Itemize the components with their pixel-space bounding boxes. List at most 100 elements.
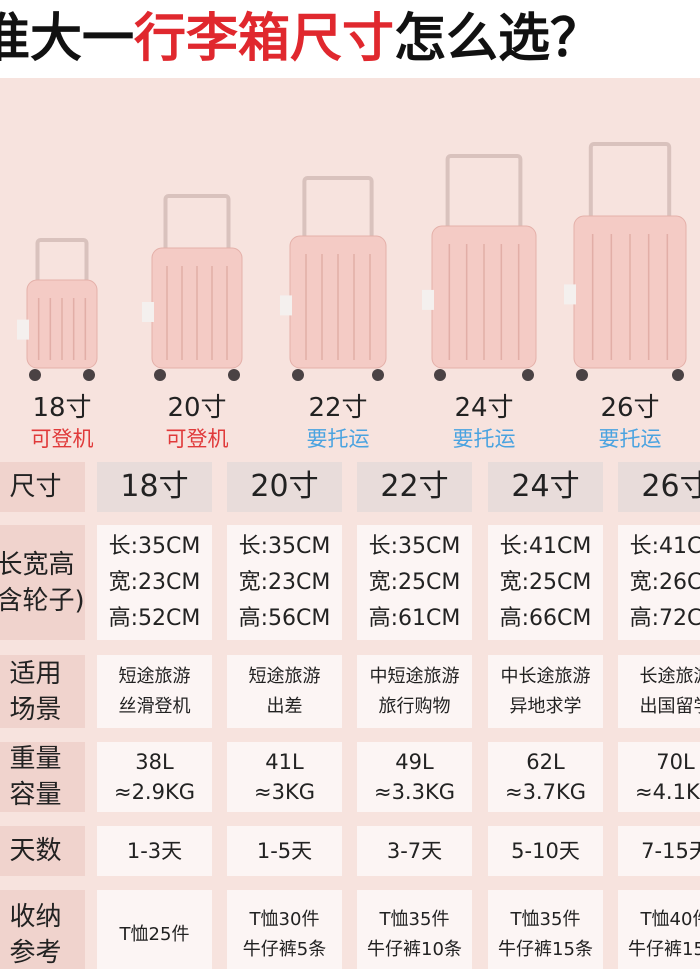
cell-line: 牛仔裤15条 [628,939,700,960]
cell-line: 短途旅游 [248,665,321,687]
wheel [672,369,684,381]
suitcase [280,176,387,381]
cell-line: 1-3天 [126,839,183,863]
table-cell: 22寸 [357,462,472,512]
check-tag: 可登机 [31,427,94,451]
handle [445,154,523,232]
row-label-line: 重量 [9,744,62,774]
table-cell: 49L ≈3.3KG [357,742,472,812]
handle [588,142,672,222]
cell-line: 1-5天 [256,839,313,863]
table-cell: 短途旅游 出差 [227,655,342,728]
cell-line: 宽:26CM [629,569,700,595]
cell-line: 宽:25CM [499,569,592,595]
cell-line: 异地求学 [509,695,582,717]
cell-line: 长:41CM [629,533,700,559]
table-cell: 长:41CM 宽:26CM 高:72CM [618,525,700,640]
table-cell: 1-5天 [227,826,342,876]
cell-line: 49L [395,750,434,774]
row-label-line: 适用 [9,658,62,689]
cell-line: 长:35CM [368,533,461,559]
table-cell: 38L ≈2.9KG [97,742,212,812]
suitcase [422,154,537,381]
cell-line: 出差 [266,695,303,717]
size-label: 22寸 [308,393,367,423]
table-cell: T恤30件 牛仔裤5条 [227,890,342,969]
wheel [29,369,41,381]
table-cell: T恤35件 牛仔裤15条 [488,890,603,969]
table-cell: T恤35件 牛仔裤10条 [357,890,472,969]
title-part: 行李箱尺寸 [134,9,395,69]
cell-line: 长途旅游 [639,665,700,687]
row-label-line: 场景 [9,694,62,725]
cell-line: 7-15天 [641,839,700,863]
cell-line: 牛仔裤5条 [242,939,327,960]
table-cell: 3-7天 [357,826,472,876]
wheel [292,369,304,381]
row-label-line: 容量 [9,780,62,810]
cell-line: 长:41CM [499,533,592,559]
table-cell: 长:41CM 宽:25CM 高:66CM [488,525,603,640]
title: 准大一行李箱尺寸怎么选？ [0,0,700,78]
cell-line: 高:72CM [629,605,700,631]
cell-line: T恤40件 [640,909,700,930]
table-cell: 中短途旅游 旅行购物 [357,655,472,728]
table-cell: 70L ≈4.1KG [618,742,700,812]
row-label-line: 天数 [9,836,62,866]
row-label: 收纳 参考 [0,890,85,969]
table-cell: T恤40件牛仔裤15条 [618,890,700,969]
cell-line: 24寸 [511,469,580,504]
table-cell: 26寸 [618,462,700,512]
handle [302,176,374,242]
tag [17,319,29,340]
suitcase [142,194,243,381]
wheel [83,369,95,381]
cell-line: 5-10天 [511,839,580,863]
cell-line: 3-7天 [386,839,443,863]
table-cell: 5-10天 [488,826,603,876]
cell-line: 宽:23CM [108,569,201,595]
tag [564,284,576,305]
table-cell: 18寸 [97,462,212,512]
check-tag: 可登机 [166,427,229,451]
table-cell: 1-3天 [97,826,212,876]
row-label: 适用 场景 [0,655,85,728]
cell-line: 20寸 [250,469,319,504]
row-label-line: 尺寸 [9,472,62,502]
wheel [154,369,166,381]
row-label-line: 长宽高 [0,549,75,580]
row-label-line: 参考 [9,938,62,968]
cell-line: ≈3.7KG [504,780,587,804]
handle [35,238,89,286]
table-cell: 长:35CM 宽:25CM 高:61CM [357,525,472,640]
table-cell: 长途旅游出国留学 [618,655,700,728]
cell-line: ≈3KG [253,780,315,804]
check-tag: 要托运 [599,427,662,451]
suitcase [564,142,687,381]
cell-line: 26寸 [641,469,700,504]
cell-line: ≈3.3KG [373,780,456,804]
wheel [434,369,446,381]
row-label-line: 收纳 [9,902,62,932]
row-label: 长宽高 (含轮子) [0,525,85,640]
wheel [228,369,240,381]
suitcase [17,238,98,381]
cell-line: 长:35CM [108,533,201,559]
table-cell: 62L ≈3.7KG [488,742,603,812]
title-part: 准大一 [0,9,135,69]
cell-line: 宽:25CM [368,569,461,595]
tag [422,289,434,310]
cell-line: T恤25件 [119,924,190,945]
tag [142,302,154,322]
table-cell: 中长途旅游 异地求学 [488,655,603,728]
row-label: 重量 容量 [0,742,85,812]
wheel [372,369,384,381]
cell-line: 38L [135,750,174,774]
table-cell: 长:35CM 宽:23CM 高:52CM [97,525,212,640]
table-cell: 41L ≈3KG [227,742,342,812]
cell-line: 短途旅游 [118,665,191,687]
cell-line: 宽:23CM [238,569,331,595]
cell-line: T恤35件 [510,909,581,930]
